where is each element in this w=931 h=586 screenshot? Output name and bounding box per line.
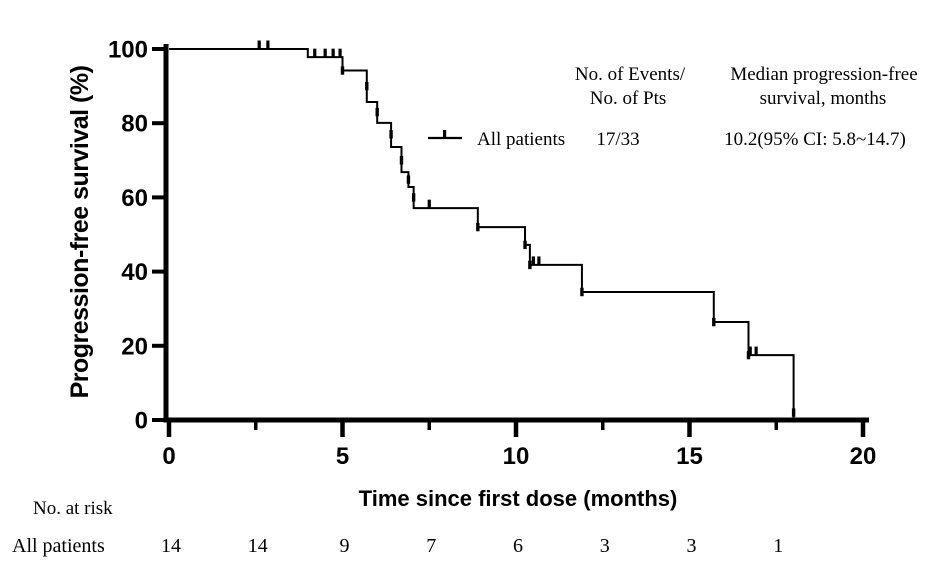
censor-tick bbox=[427, 199, 431, 209]
risk-value: 7 bbox=[426, 535, 436, 557]
corner-censor-nub bbox=[746, 350, 751, 360]
legend-events-value: 17/33 bbox=[596, 129, 639, 150]
y-tick-label: 0 bbox=[135, 408, 148, 435]
corner-censor-nub bbox=[476, 222, 480, 232]
corner-censor-nub bbox=[375, 107, 379, 117]
corner-censor-nub bbox=[528, 260, 532, 270]
corner-censor-nub bbox=[340, 66, 345, 75]
corner-censor-nub bbox=[791, 408, 796, 417]
y-tick-label: 100 bbox=[108, 37, 148, 64]
corner-censor-nub bbox=[365, 81, 369, 91]
censor-tick bbox=[754, 346, 758, 356]
risk-value: 6 bbox=[513, 535, 523, 557]
x-tick-label: 10 bbox=[503, 443, 530, 470]
risk-value: 14 bbox=[248, 535, 268, 557]
survival-curve bbox=[169, 48, 795, 420]
corner-censor-nub bbox=[406, 175, 411, 184]
censor-tick bbox=[537, 256, 541, 265]
legend-events-header-line1: No. of Events/ bbox=[575, 64, 686, 85]
risk-value: 1 bbox=[773, 535, 783, 557]
censor-tick bbox=[338, 48, 342, 58]
risk-values: 14 14 9 7 6 3 3 1 bbox=[161, 535, 783, 557]
axes bbox=[152, 44, 869, 437]
corner-censor-nub bbox=[399, 156, 404, 165]
censor-tick bbox=[331, 48, 335, 58]
censor-tick bbox=[257, 40, 261, 49]
corner-censor-nub bbox=[411, 193, 416, 202]
y-tick-label: 60 bbox=[121, 185, 148, 212]
legend-median-value: 10.2(95% CI: 5.8~14.7) bbox=[724, 129, 906, 150]
censor-tick bbox=[313, 48, 317, 58]
y-axis-label: Progression-free survival (%) bbox=[66, 65, 94, 398]
corner-censor-nub bbox=[523, 240, 527, 250]
legend-median-header-line2: survival, months bbox=[760, 88, 887, 109]
risk-value: 3 bbox=[600, 535, 610, 557]
corner-censor-nub bbox=[712, 317, 716, 327]
censor-marks bbox=[257, 40, 796, 417]
corner-censor-nub bbox=[389, 130, 393, 139]
x-tick-label: 20 bbox=[850, 443, 877, 470]
tick-labels: 0 20 40 60 80 100 0 5 10 15 20 bbox=[108, 37, 876, 471]
risk-value: 14 bbox=[161, 535, 181, 557]
legend-series-symbol bbox=[428, 130, 462, 140]
censor-tick bbox=[748, 346, 752, 356]
km-step-path bbox=[169, 48, 795, 420]
x-tick-label: 0 bbox=[162, 443, 175, 470]
y-tick-label: 40 bbox=[121, 259, 148, 286]
x-axis-label: Time since first dose (months) bbox=[359, 486, 678, 511]
x-tick-label: 5 bbox=[336, 443, 349, 470]
risk-table-title: No. at risk bbox=[33, 498, 113, 519]
censor-tick bbox=[266, 40, 270, 49]
legend-median-header-line1: Median progression-free bbox=[730, 64, 917, 85]
legend-series-label: All patients bbox=[477, 129, 565, 150]
y-tick-label: 20 bbox=[121, 333, 148, 360]
legend-events-header-line2: No. of Pts bbox=[590, 88, 667, 109]
censor-tick bbox=[531, 256, 535, 265]
x-tick-label: 15 bbox=[676, 443, 703, 470]
risk-value: 3 bbox=[687, 535, 697, 557]
corner-censor-nub bbox=[580, 287, 584, 297]
risk-value: 9 bbox=[340, 535, 350, 557]
legend-censor-tick-icon bbox=[443, 130, 447, 139]
censor-tick bbox=[323, 48, 327, 58]
risk-row-label: All patients bbox=[12, 535, 105, 557]
y-tick-label: 80 bbox=[121, 111, 148, 138]
